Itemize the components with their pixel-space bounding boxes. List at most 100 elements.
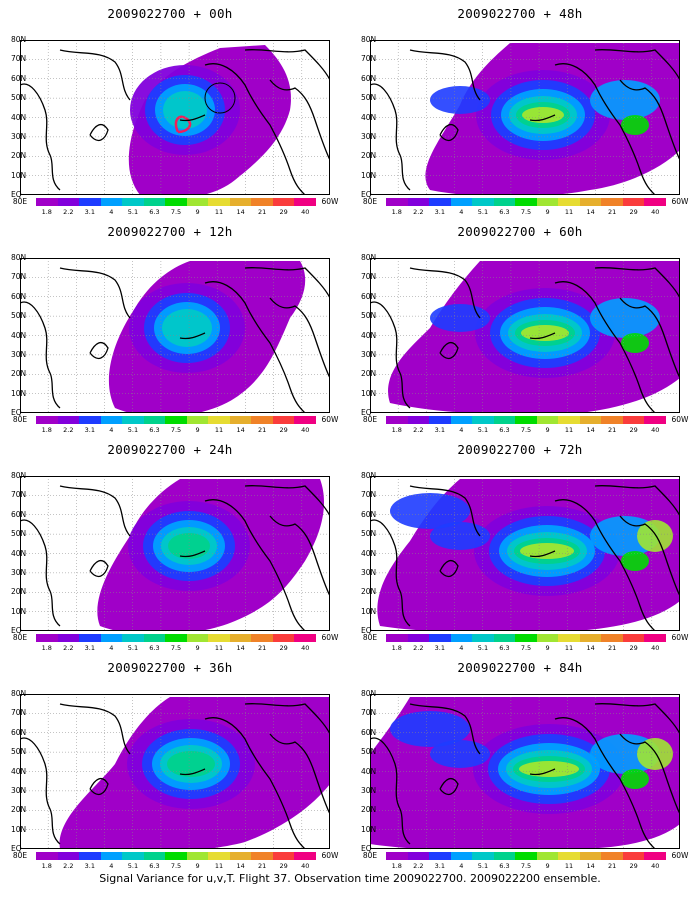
lat-label: 70N — [11, 54, 27, 64]
colorbar-label: 6.3 — [499, 644, 510, 652]
lat-label: 70N — [361, 54, 377, 64]
colorbar-label: 11 — [564, 208, 574, 216]
colorbar-label: 7.5 — [170, 862, 182, 870]
colorbar-swatch — [208, 852, 230, 860]
colorbar-label: 1.8 — [41, 862, 52, 870]
colorbar-swatch — [251, 416, 273, 424]
colorbar-label: 21 — [608, 644, 617, 652]
colorbar-swatch — [79, 634, 101, 642]
colorbar-label: 4 — [109, 208, 114, 216]
colorbar-label: 21 — [608, 426, 617, 434]
colorbar-label: 7.5 — [170, 426, 182, 434]
map-panel-p24: 2009022700 + 24h 80N 70N 60N 50N 40N 30N 20N 10N… — [0, 436, 340, 661]
colorbar-swatch — [407, 198, 430, 206]
colorbar-labels: 1.8 2.2 3.1 4 5.1 6.3 7.5 9 11 14 21 29 40 — [36, 426, 316, 435]
lat-label: 20N — [361, 587, 377, 597]
colorbar-swatch — [644, 416, 666, 424]
contour-map — [19, 694, 331, 854]
colorbar-swatch — [229, 634, 252, 642]
lat-label: EQ — [361, 408, 372, 417]
colorbar-swatch — [579, 198, 602, 206]
colorbar-swatch — [386, 198, 408, 206]
colorbar-label: 14 — [236, 208, 245, 216]
colorbar-label: 6.3 — [149, 208, 160, 216]
lat-label: 10N — [11, 606, 27, 616]
colorbar-swatch — [272, 634, 295, 642]
lat-label: 30N — [361, 785, 377, 795]
colorbar-swatch — [515, 198, 537, 206]
colorbar-label: 5.1 — [127, 426, 139, 434]
colorbar-swatch — [294, 416, 316, 424]
colorbar-label: 29 — [629, 644, 638, 652]
colorbar-swatch — [515, 416, 537, 424]
colorbar-label: 4 — [459, 208, 464, 216]
colorbar-swatch — [36, 416, 58, 424]
contour-map — [369, 476, 681, 633]
lat-label: 30N — [11, 349, 27, 359]
panel-title: 2009022700 + 36h — [107, 660, 233, 675]
colorbar-swatch — [515, 634, 537, 642]
lat-label: 80N — [361, 253, 377, 262]
lat-label: 50N — [361, 93, 377, 103]
colorbar-label: 11 — [214, 644, 224, 652]
colorbar-label: 4 — [109, 426, 114, 434]
colorbar-label: 2.2 — [63, 426, 74, 434]
contour-map — [369, 258, 681, 415]
lon-label: 80E — [362, 851, 378, 860]
lat-label: 70N — [11, 490, 27, 500]
lat-label: 50N — [11, 311, 27, 321]
colorbar-swatch — [143, 198, 166, 206]
lat-label: EQ — [361, 626, 372, 635]
lon-label: 80E — [12, 197, 28, 206]
lat-label: 50N — [11, 747, 27, 757]
lat-label: 60N — [11, 727, 27, 737]
lat-label: 60N — [11, 509, 27, 519]
lat-label: 50N — [11, 93, 27, 103]
colorbar-swatch — [450, 852, 473, 860]
colorbar-swatch — [143, 416, 166, 424]
lat-label: 80N — [11, 35, 27, 44]
lon-label: 80E — [362, 197, 378, 206]
map-panel-p48: 2009022700 + 48h 80N 70N 60N 50N 40N 30N 20N 10N… — [350, 0, 690, 225]
colorbar-label: 3.1 — [434, 426, 446, 434]
colorbar-swatch — [186, 198, 209, 206]
colorbar-swatch — [208, 634, 230, 642]
lat-label: 40N — [361, 548, 377, 558]
colorbar-swatch — [36, 852, 58, 860]
panel-title: 2009022700 + 12h — [107, 224, 233, 239]
lat-label: 30N — [361, 567, 377, 577]
colorbar-swatch — [493, 852, 516, 860]
colorbar-swatch — [143, 852, 166, 860]
colorbar — [36, 852, 316, 860]
colorbar-label: 9 — [545, 208, 550, 216]
lat-label: EQ — [11, 626, 22, 635]
colorbar-label: 7.5 — [520, 862, 532, 870]
colorbar-swatch — [601, 634, 623, 642]
lat-label: 10N — [11, 388, 27, 398]
colorbar-label: 7.5 — [520, 426, 532, 434]
colorbar-label: 3.1 — [84, 208, 96, 216]
lon-label: 80E — [12, 415, 28, 424]
colorbar-label: 14 — [586, 862, 595, 870]
colorbar-swatch — [472, 198, 494, 206]
colorbar-swatch — [272, 852, 295, 860]
lat-label: 10N — [11, 170, 27, 180]
lon-label: 60W — [321, 415, 339, 424]
colorbar-label: 40 — [301, 862, 310, 870]
colorbar-swatch — [294, 852, 316, 860]
lat-label: 70N — [361, 708, 377, 718]
colorbar-swatch — [386, 416, 408, 424]
map-area: 80N70N60N50N40N30N20N10NEQ80E100E120E140… — [361, 689, 688, 860]
colorbar-label: 1.8 — [391, 426, 402, 434]
colorbar-label: 40 — [651, 426, 660, 434]
colorbar-label: 29 — [279, 644, 288, 652]
colorbar-label: 9 — [195, 208, 200, 216]
colorbar-label: 4 — [459, 426, 464, 434]
lat-label: 30N — [361, 349, 377, 359]
lat-label: 80N — [11, 689, 27, 698]
map-area: 80N70N60N50N40N30N20N10NEQ80E100E120E140… — [361, 253, 688, 424]
colorbar-swatch — [644, 634, 666, 642]
colorbar-label: 11 — [214, 862, 224, 870]
colorbar-swatch — [229, 852, 252, 860]
lat-label: 10N — [361, 170, 377, 180]
